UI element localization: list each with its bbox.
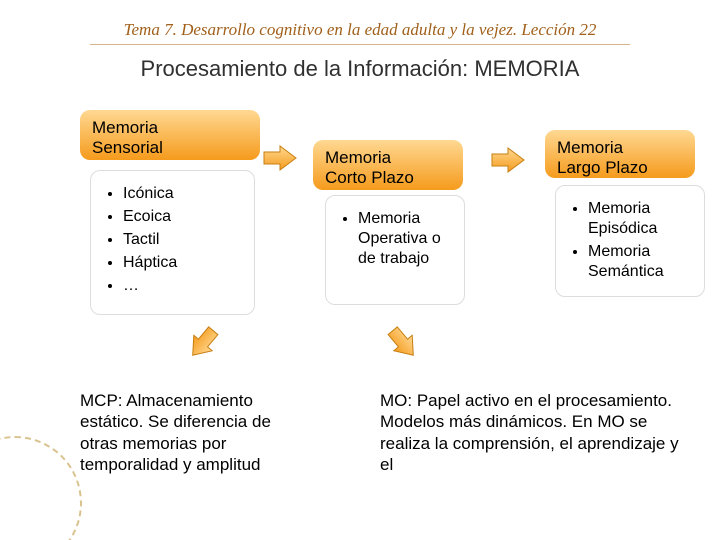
largo-items: Memoria EpisódicaMemoria Semántica [570, 199, 690, 282]
list-item: Icónica [123, 184, 240, 204]
arrow-downleft-icon [185, 325, 221, 361]
corto-items: Memoria Operativa o de trabajo [340, 209, 450, 269]
page-header: Tema 7. Desarrollo cognitivo en la edad … [0, 20, 720, 40]
box-largo-list: Memoria EpisódicaMemoria Semántica [555, 185, 705, 297]
arrow-downright-icon [385, 325, 421, 361]
desc-mcp: MCP: Almacenamiento estático. Se diferen… [80, 390, 310, 510]
box-corto-list: Memoria Operativa o de trabajo [325, 195, 465, 305]
box-sensorial-header: MemoriaSensorial [80, 110, 260, 160]
sensorial-items: Icónica Ecoica Tactil Háptica … [105, 184, 240, 296]
page-title: Procesamiento de la Información: MEMORIA [0, 56, 720, 82]
decor-circle [0, 436, 82, 540]
box-sensorial-list: Icónica Ecoica Tactil Háptica … [90, 170, 255, 315]
list-item: Memoria Episódica [588, 199, 690, 239]
box-largo-header: MemoriaLargo Plazo [545, 130, 695, 178]
list-item: Memoria Operativa o de trabajo [358, 209, 450, 269]
list-item: Tactil [123, 230, 240, 250]
box-corto-header: MemoriaCorto Plazo [313, 140, 463, 190]
header-rule [90, 44, 630, 45]
desc-mo: MO: Papel activo en el procesamiento. Mo… [380, 390, 680, 520]
list-item: Memoria Semántica [588, 242, 690, 282]
arrow-right-icon [490, 142, 526, 178]
page: Tema 7. Desarrollo cognitivo en la edad … [0, 0, 720, 540]
list-item: … [123, 276, 240, 296]
box-largo-title: MemoriaLargo Plazo [557, 138, 648, 177]
arrow-right-icon [262, 140, 298, 176]
box-sensorial-title: MemoriaSensorial [92, 118, 163, 157]
list-item: Háptica [123, 253, 240, 273]
list-item: Ecoica [123, 207, 240, 227]
box-corto-title: MemoriaCorto Plazo [325, 148, 414, 187]
